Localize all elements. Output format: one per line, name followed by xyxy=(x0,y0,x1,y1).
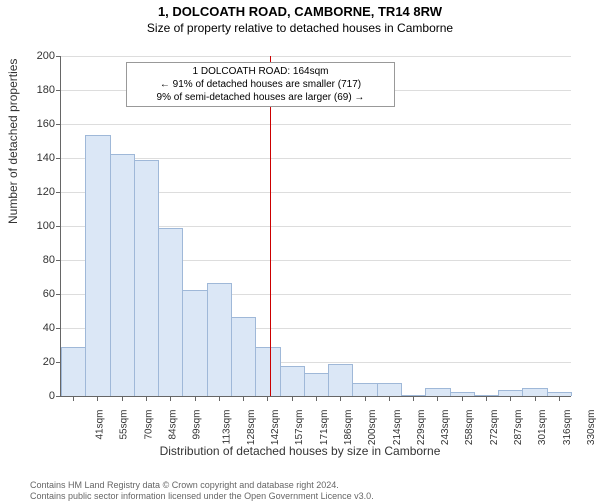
x-tick-mark xyxy=(292,396,293,401)
histogram-bar xyxy=(207,283,232,396)
y-tick-mark xyxy=(56,396,61,397)
histogram-bar xyxy=(85,135,110,396)
x-tick-mark xyxy=(73,396,74,401)
x-tick-mark xyxy=(437,396,438,401)
x-tick-label: 200sqm xyxy=(367,410,378,446)
x-tick-mark xyxy=(219,396,220,401)
y-tick-mark xyxy=(56,226,61,227)
x-tick-mark xyxy=(170,396,171,401)
x-tick-label: 113sqm xyxy=(221,410,232,445)
histogram-bar xyxy=(61,347,86,396)
x-tick-mark xyxy=(243,396,244,401)
histogram-bar xyxy=(377,383,402,396)
x-tick-label: 287sqm xyxy=(513,410,524,446)
annotation-line1: 1 DOLCOATH ROAD: 164sqm xyxy=(133,65,388,78)
reference-line xyxy=(270,56,271,396)
x-tick-label: 229sqm xyxy=(416,410,427,446)
y-tick-label: 20 xyxy=(43,356,55,368)
histogram-bar xyxy=(182,290,207,396)
x-tick-label: 272sqm xyxy=(489,410,500,446)
plot: 02040608010012014016018020041sqm55sqm70s… xyxy=(60,56,571,397)
x-tick-label: 128sqm xyxy=(246,410,257,446)
chart-title: 1, DOLCOATH ROAD, CAMBORNE, TR14 8RW xyxy=(0,4,600,19)
y-tick-mark xyxy=(56,56,61,57)
x-tick-mark xyxy=(365,396,366,401)
y-tick-mark xyxy=(56,260,61,261)
histogram-bar xyxy=(134,160,159,396)
footer-line1: Contains HM Land Registry data © Crown c… xyxy=(30,480,590,491)
histogram-bar xyxy=(522,388,547,396)
y-tick-mark xyxy=(56,328,61,329)
y-tick-mark xyxy=(56,294,61,295)
footer: Contains HM Land Registry data © Crown c… xyxy=(30,480,590,502)
x-tick-mark xyxy=(559,396,560,401)
y-tick-label: 120 xyxy=(37,186,55,198)
y-tick-mark xyxy=(56,158,61,159)
y-tick-label: 60 xyxy=(43,288,55,300)
x-tick-label: 70sqm xyxy=(143,410,154,440)
y-tick-mark xyxy=(56,192,61,193)
y-tick-label: 40 xyxy=(43,322,55,334)
x-tick-label: 186sqm xyxy=(343,410,354,446)
histogram-bar xyxy=(280,366,305,396)
x-tick-mark xyxy=(413,396,414,401)
histogram-bar xyxy=(110,154,135,396)
x-tick-label: 41sqm xyxy=(95,410,106,440)
footer-line2: Contains public sector information licen… xyxy=(30,491,590,502)
x-tick-label: 243sqm xyxy=(440,410,451,446)
x-tick-mark xyxy=(389,396,390,401)
x-tick-label: 171sqm xyxy=(319,410,330,446)
x-tick-label: 157sqm xyxy=(295,410,306,446)
x-tick-label: 316sqm xyxy=(562,410,573,446)
x-tick-label: 214sqm xyxy=(392,410,403,446)
x-tick-mark xyxy=(146,396,147,401)
x-tick-label: 84sqm xyxy=(168,410,179,440)
x-tick-mark xyxy=(486,396,487,401)
x-tick-label: 301sqm xyxy=(537,410,548,446)
x-tick-mark xyxy=(97,396,98,401)
y-tick-label: 100 xyxy=(37,220,55,232)
histogram-bar xyxy=(304,373,329,396)
grid-line xyxy=(61,56,571,57)
x-tick-mark xyxy=(122,396,123,401)
annotation-box: 1 DOLCOATH ROAD: 164sqm← 91% of detached… xyxy=(126,62,395,107)
y-tick-label: 160 xyxy=(37,118,55,130)
x-tick-label: 142sqm xyxy=(270,410,281,446)
histogram-bar xyxy=(158,228,183,396)
y-tick-mark xyxy=(56,124,61,125)
x-tick-mark xyxy=(510,396,511,401)
y-tick-label: 0 xyxy=(49,390,55,402)
histogram-bar xyxy=(425,388,450,396)
y-tick-label: 80 xyxy=(43,254,55,266)
histogram-bar xyxy=(255,347,280,396)
x-tick-label: 258sqm xyxy=(465,410,476,446)
annotation-line2: ← 91% of detached houses are smaller (71… xyxy=(133,78,388,91)
x-tick-mark xyxy=(267,396,268,401)
x-axis-label: Distribution of detached houses by size … xyxy=(0,444,600,458)
y-tick-label: 200 xyxy=(37,50,55,62)
annotation-line3: 9% of semi-detached houses are larger (6… xyxy=(133,91,388,104)
y-tick-mark xyxy=(56,90,61,91)
x-tick-mark xyxy=(316,396,317,401)
x-tick-mark xyxy=(535,396,536,401)
x-tick-label: 330sqm xyxy=(586,410,597,446)
grid-line xyxy=(61,124,571,125)
histogram-bar xyxy=(231,317,256,396)
x-tick-label: 55sqm xyxy=(119,410,130,440)
histogram-bar xyxy=(328,364,353,396)
x-tick-mark xyxy=(340,396,341,401)
y-tick-label: 140 xyxy=(37,152,55,164)
y-tick-label: 180 xyxy=(37,84,55,96)
y-axis-label: Number of detached properties xyxy=(6,59,20,224)
chart-area: 02040608010012014016018020041sqm55sqm70s… xyxy=(60,56,570,396)
chart-subtitle: Size of property relative to detached ho… xyxy=(0,21,600,35)
grid-line xyxy=(61,158,571,159)
histogram-bar xyxy=(352,383,377,396)
x-tick-label: 99sqm xyxy=(192,410,203,440)
x-tick-mark xyxy=(462,396,463,401)
x-tick-mark xyxy=(195,396,196,401)
